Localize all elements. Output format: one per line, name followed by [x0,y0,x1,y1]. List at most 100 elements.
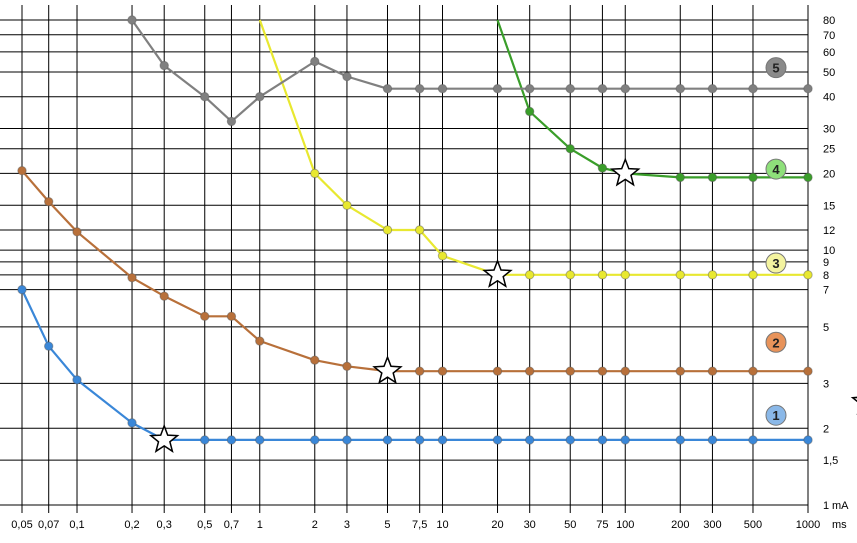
series-line [21,169,808,373]
data-point [597,270,608,280]
series-1 [17,284,813,445]
x-tick-label: 0,07 [38,519,59,531]
data-point [565,270,575,280]
x-tick-label: 30 [524,519,536,531]
data-point [226,116,237,127]
y-tick-label: 10 [823,245,835,257]
data-point [127,272,137,283]
y-tick-label: 8 [823,270,829,282]
data-point [524,435,535,445]
y-tick-label: 20 [823,168,835,180]
x-tick-label: 0,05 [11,519,32,531]
data-point [524,106,535,117]
data-point [597,163,608,173]
series-badge-2: 2 [765,331,787,353]
data-point [44,341,54,351]
x-tick-label: 50 [564,519,576,531]
y-tick-label: 3 [823,378,829,390]
data-point [707,270,718,280]
data-point [414,366,425,376]
y-tick-label: 25 [823,144,835,156]
x-tick-label: 300 [703,519,721,531]
data-point [803,435,813,445]
data-point [803,172,813,183]
x-tick-label: 3 [344,519,350,531]
y-tick-label: 60 [823,47,835,59]
x-tick-label: 0,3 [157,519,172,531]
data-point [803,270,813,280]
data-point [707,366,718,376]
x-tick-label: 1000 [796,519,820,531]
data-point [414,84,425,94]
star-markers [148,157,857,454]
data-point [200,92,210,102]
data-point [437,435,448,445]
x-tick-label: 100 [616,519,634,531]
x-tick-label: 7,5 [412,519,427,531]
data-point [748,366,758,376]
data-point [675,270,685,280]
data-point [342,71,352,82]
x-tick-label: 20 [491,519,503,531]
badge-label: 4 [772,162,780,177]
data-point [565,144,575,154]
badge-label: 3 [772,256,779,271]
y-tick-label: 40 [823,92,835,104]
series-lines [17,15,813,445]
data-point [414,435,425,445]
data-point [748,435,758,445]
series-badge-4: 4 [765,158,787,180]
badge-circle [765,158,787,180]
data-point [492,435,503,445]
series-3 [258,19,813,280]
badge-label: 1 [772,408,779,423]
axis-labels: ms mA 0,05 0,07 0,1 0,2 0,3 0,5 0,7 1 2 3 5 7,5 10 20… [11,15,849,531]
data-point [382,435,393,445]
data-point [748,270,758,280]
series-5 [127,15,813,127]
data-point [707,84,718,94]
data-point [524,84,535,94]
x-tick-label: 200 [671,519,689,531]
data-point [414,225,425,235]
data-point [492,84,503,94]
x-tick-label: 10 [436,519,448,531]
data-point [44,196,54,207]
x-tick-label: 75 [596,519,608,531]
series-badge-3: 3 [765,252,787,274]
data-point [675,435,685,445]
y-tick-label: 1 [823,500,829,512]
data-point [72,375,82,385]
data-point [72,227,82,237]
badge-label: 5 [772,61,779,76]
data-point [226,435,237,445]
data-point [200,311,210,322]
x-tick-label: 500 [744,519,762,531]
y-unit-label: mA [832,500,849,512]
y-tick-label: 5 [823,322,829,334]
x-unit-label: ms [832,519,847,531]
y-tick-label: 7 [823,285,829,297]
y-tick-label: 80 [823,15,835,27]
data-point [620,84,630,94]
data-point [675,172,685,183]
data-point [597,84,608,94]
badge-circle [765,57,787,79]
badge-circle [765,404,787,426]
star-marker [609,157,641,187]
data-point [127,418,137,428]
y-tick-label: 2 [823,423,829,435]
x-tick-label: 0,2 [124,519,139,531]
data-point [255,435,265,445]
data-point [597,435,608,445]
data-point [342,361,352,372]
x-tick-label: 0,1 [69,519,84,531]
data-point [17,284,27,295]
star-marker [372,355,403,385]
data-point [565,84,575,94]
y-tick-label: 15 [823,200,835,212]
data-point [310,56,320,67]
data-point [524,366,535,376]
data-point [382,84,393,94]
data-point [159,60,169,71]
